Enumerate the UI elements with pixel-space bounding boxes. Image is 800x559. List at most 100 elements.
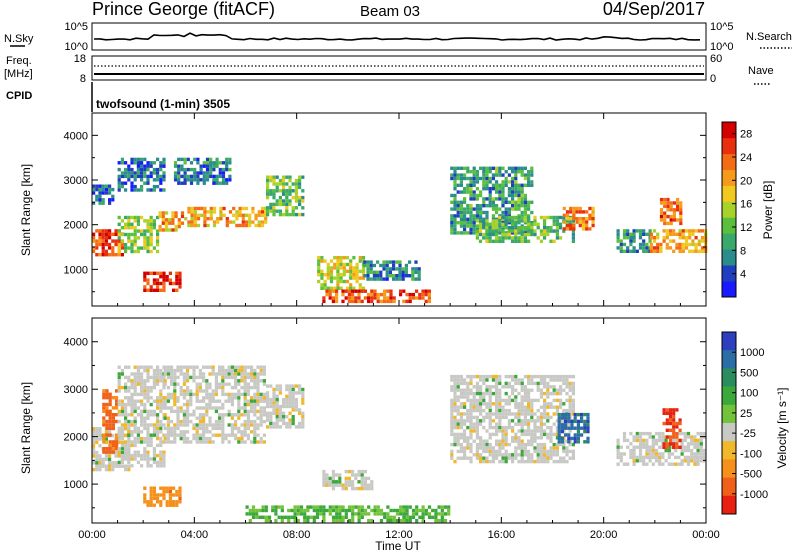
power-y-tick-label: 1000	[64, 264, 88, 276]
power-echo-cell	[453, 193, 457, 198]
power-echo-cell	[472, 180, 476, 184]
power-echo-cell	[649, 242, 653, 247]
power-echo-cell	[140, 164, 144, 168]
power-echo-cell	[565, 219, 569, 223]
power-echo-cell	[488, 239, 492, 243]
power-echo-cell	[498, 190, 502, 194]
velocity-echo-cell	[498, 378, 502, 382]
velocity-echo-cell	[488, 415, 492, 420]
velocity-echo-cell	[140, 382, 144, 386]
velocity-echo-cell	[536, 446, 540, 450]
velocity-echo-cell	[319, 505, 323, 509]
power-echo-cell	[278, 189, 282, 193]
power-echo-cell	[408, 274, 412, 278]
velocity-echo-cell	[105, 396, 109, 400]
velocity-echo-cell	[173, 436, 177, 441]
power-echo-cell	[133, 171, 137, 175]
power-echo-cell	[642, 229, 646, 233]
power-echo-cell	[565, 213, 570, 217]
velocity-echo-cell	[539, 381, 543, 386]
velocity-echo-cell	[683, 431, 687, 436]
velocity-echo-cell	[565, 408, 569, 413]
power-echo-cell	[196, 178, 200, 182]
velocity-echo-cell	[195, 375, 199, 380]
velocity-echo-cell	[92, 461, 96, 465]
velocity-echo-cell	[159, 464, 163, 468]
velocity-echo-cell	[583, 423, 587, 427]
velocity-echo-cell	[338, 519, 342, 523]
power-echo-cell	[382, 277, 386, 281]
power-colorbar-segment	[722, 137, 736, 155]
velocity-echo-cell	[253, 402, 257, 407]
power-echo-cell	[511, 197, 515, 201]
velocity-echo-cell	[672, 442, 676, 446]
power-echo-cell	[162, 188, 166, 192]
velocity-echo-cell	[658, 455, 662, 460]
velocity-echo-cell	[251, 505, 256, 509]
velocity-echo-cell	[237, 406, 241, 410]
power-echo-cell	[326, 286, 330, 290]
velocity-echo-cell	[246, 375, 250, 380]
velocity-echo-cell	[495, 453, 499, 457]
power-echo-cell	[507, 180, 511, 184]
power-echo-cell	[323, 283, 327, 287]
velocity-echo-cell	[120, 426, 124, 431]
power-echo-cell	[485, 229, 489, 233]
velocity-echo-cell	[560, 412, 564, 417]
velocity-echo-cell	[173, 389, 177, 393]
power-echo-cell	[700, 249, 705, 253]
power-colorbar-tick-label: 4	[740, 269, 746, 281]
power-echo-cell	[140, 232, 144, 237]
power-echo-cell	[282, 199, 286, 203]
power-echo-cell	[581, 210, 586, 214]
velocity-echo-cell	[571, 456, 575, 460]
velocity-echo-cell	[130, 453, 134, 458]
power-echo-cell	[504, 210, 508, 215]
velocity-echo-cell	[202, 379, 206, 383]
power-echo-cell	[146, 288, 150, 292]
velocity-echo-cell	[173, 372, 177, 376]
power-echo-cell	[180, 167, 184, 172]
velocity-echo-cell	[264, 519, 268, 523]
power-echo-cell	[317, 279, 321, 284]
velocity-echo-cell	[523, 432, 527, 437]
power-echo-cell	[335, 296, 339, 300]
velocity-echo-cell	[357, 519, 361, 523]
velocity-echo-cell	[576, 419, 580, 424]
power-colorbar-tick-label: 16	[740, 199, 752, 211]
power-echo-cell	[475, 207, 479, 211]
velocity-echo-cell	[156, 430, 160, 434]
velocity-echo-cell	[453, 419, 457, 423]
velocity-echo-cell	[546, 381, 550, 386]
velocity-echo-cell	[527, 402, 531, 406]
power-echo-cell	[392, 274, 396, 278]
power-echo-cell	[159, 188, 163, 192]
velocity-echo-cell	[243, 375, 247, 380]
velocity-echo-cell	[514, 388, 518, 392]
power-echo-cell	[146, 181, 150, 185]
power-echo-cell	[504, 170, 508, 174]
velocity-echo-cell	[475, 408, 479, 413]
velocity-echo-cell	[651, 462, 655, 466]
velocity-echo-cell	[466, 408, 470, 413]
velocity-echo-cell	[568, 422, 572, 426]
velocity-echo-cell	[92, 454, 96, 458]
velocity-echo-cell	[570, 419, 574, 424]
velocity-y-tick-label: 1000	[64, 479, 88, 491]
velocity-echo-cell	[408, 519, 412, 523]
power-echo-cell	[323, 279, 327, 284]
power-echo-cell	[254, 217, 258, 221]
power-echo-cell	[530, 173, 534, 177]
power-echo-cell	[326, 266, 330, 270]
velocity-echo-cell	[221, 365, 225, 369]
power-echo-cell	[143, 275, 147, 279]
power-echo-cell	[193, 223, 197, 228]
velocity-echo-cell	[253, 396, 257, 400]
power-echo-cell	[681, 246, 685, 250]
power-echo-cell	[367, 296, 371, 300]
power-echo-cell	[140, 215, 144, 220]
velocity-echo-cell	[127, 365, 131, 369]
velocity-echo-cell	[421, 515, 425, 519]
power-echo-cell	[326, 276, 330, 280]
velocity-echo-cell	[683, 459, 687, 463]
